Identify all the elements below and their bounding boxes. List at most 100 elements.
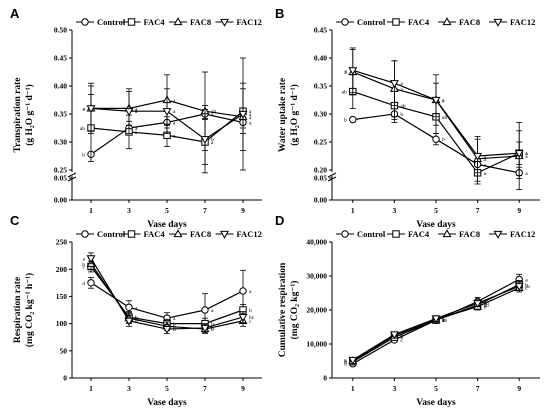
significance-letter: a bbox=[525, 154, 528, 160]
y-tick-label: 250 bbox=[56, 238, 68, 247]
legend-marker bbox=[173, 17, 183, 26]
legend-marker bbox=[81, 230, 89, 238]
significance-letter: a bbox=[400, 81, 403, 87]
significance-letter: a bbox=[83, 256, 86, 262]
data-point bbox=[473, 300, 483, 309]
data-point bbox=[238, 313, 248, 322]
data-point bbox=[431, 96, 441, 105]
x-tick-label: 9 bbox=[517, 206, 521, 215]
significance-letter: b bbox=[82, 152, 85, 158]
data-point bbox=[239, 287, 247, 295]
legend-marker bbox=[442, 229, 452, 238]
axis-break-mark bbox=[67, 176, 77, 182]
significance-letter: b bbox=[484, 305, 487, 311]
data-point bbox=[389, 331, 399, 340]
data-point bbox=[86, 105, 96, 114]
x-tick-label: 7 bbox=[476, 206, 480, 215]
data-point bbox=[238, 110, 248, 119]
significance-letter: b bbox=[400, 112, 403, 118]
y-tick-label: 0.50 bbox=[54, 26, 67, 35]
significance-letter: bc bbox=[249, 315, 255, 321]
significance-letter: a bbox=[249, 115, 252, 121]
legend-label: FAC4 bbox=[408, 17, 430, 27]
significance-letter: b bbox=[135, 319, 138, 325]
x-axis-title: Vase days bbox=[147, 398, 187, 408]
y-tick-label: 0.00 bbox=[314, 196, 327, 205]
legend-label: FAC12 bbox=[237, 17, 262, 27]
x-axis-title: Vase days bbox=[416, 398, 456, 408]
data-point bbox=[348, 356, 358, 365]
x-tick-label: 7 bbox=[476, 384, 480, 393]
significance-letter: a bbox=[484, 154, 487, 160]
x-tick-label: 1 bbox=[89, 206, 93, 215]
significance-letter: c bbox=[344, 360, 347, 366]
data-point bbox=[514, 150, 524, 159]
significance-letter: ab bbox=[342, 90, 347, 96]
legend-marker bbox=[392, 18, 400, 26]
data-point bbox=[162, 108, 172, 117]
legend-marker bbox=[81, 18, 89, 26]
significance-letter: a bbox=[211, 112, 214, 118]
significance-letter: a bbox=[135, 109, 138, 115]
legend-label: FAC4 bbox=[144, 229, 166, 239]
significance-letter: c bbox=[525, 286, 528, 292]
y-tick-label: 0.45 bbox=[314, 26, 327, 35]
significance-letter: a bbox=[173, 98, 176, 104]
legend-label: Control bbox=[357, 17, 386, 27]
x-tick-label: 7 bbox=[203, 384, 207, 393]
x-tick-label: 1 bbox=[89, 384, 93, 393]
y-tick-label: 0.00 bbox=[54, 196, 67, 205]
y-tick-label: 0.30 bbox=[314, 110, 327, 119]
legend-marker bbox=[493, 18, 503, 27]
legend-marker bbox=[392, 230, 400, 238]
data-point bbox=[473, 152, 483, 161]
legend-marker bbox=[127, 230, 136, 238]
legend-marker bbox=[341, 230, 349, 238]
significance-letter: a bbox=[484, 157, 487, 163]
significance-letter: a bbox=[135, 126, 138, 132]
y-tick-label: 10,000 bbox=[306, 340, 327, 349]
x-tick-label: 1 bbox=[351, 384, 355, 393]
significance-letter: b bbox=[344, 359, 347, 365]
legend-label: FAC12 bbox=[237, 229, 262, 239]
y-tick-label: 0.40 bbox=[314, 54, 327, 63]
significance-letter: a bbox=[442, 317, 445, 323]
significance-letter: a bbox=[173, 316, 176, 322]
panel-letter: A bbox=[10, 6, 20, 21]
axis-break-mark bbox=[327, 176, 337, 182]
significance-letter: ab bbox=[80, 126, 85, 132]
legend-marker bbox=[220, 18, 229, 27]
data-point bbox=[87, 279, 95, 287]
legend-label: FAC4 bbox=[408, 229, 430, 239]
significance-letter: b bbox=[135, 315, 138, 321]
y-tick-label: 0 bbox=[63, 374, 67, 383]
significance-letter: b bbox=[82, 262, 85, 268]
x-tick-label: 5 bbox=[434, 384, 438, 393]
significance-letter: a bbox=[211, 308, 214, 314]
significance-letter: c bbox=[400, 338, 403, 344]
significance-letter: a bbox=[525, 277, 528, 283]
legend-label: FAC12 bbox=[510, 17, 535, 27]
y-tick-label: 0.05 bbox=[314, 174, 327, 183]
significance-letter: a bbox=[83, 106, 86, 112]
panel-letter: C bbox=[10, 213, 20, 228]
significance-letter: b bbox=[173, 327, 176, 333]
data-point bbox=[431, 315, 441, 324]
significance-letter: a bbox=[442, 98, 445, 104]
significance-letter: b bbox=[211, 322, 214, 328]
significance-letter: a bbox=[400, 87, 403, 93]
significance-letter: a bbox=[135, 130, 138, 136]
data-point bbox=[349, 115, 357, 124]
panel-a: A 0.00 0.050.25 0.30 0.35 0.40 0.45 0.50 1 3 5 7 9 Va… bbox=[10, 6, 262, 230]
significance-letter: a bbox=[484, 171, 487, 177]
significance-letter: a bbox=[442, 98, 445, 104]
y-tick-label: 30,000 bbox=[306, 272, 327, 281]
legend-label: Control bbox=[97, 17, 126, 27]
panel-d: D 0 10,000 20,000 30,000 40,000 1 3 5 7 9 Vase days… bbox=[275, 213, 540, 408]
significance-letter: a bbox=[525, 151, 528, 157]
panel-letter: B bbox=[275, 6, 284, 21]
y-tick-label: 40,000 bbox=[306, 238, 327, 247]
significance-letter: b bbox=[135, 316, 138, 322]
legend-label: FAC8 bbox=[459, 17, 480, 27]
y-tick-label: 0.20 bbox=[314, 166, 327, 175]
